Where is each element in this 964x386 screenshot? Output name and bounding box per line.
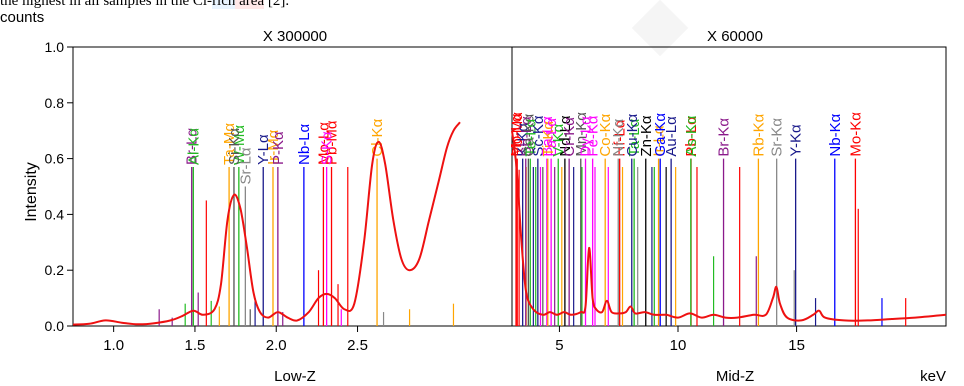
element-label-1-18: Ni-Kα: [610, 118, 627, 156]
element-label-0-3: W-Mα: [231, 125, 248, 165]
element-label-1-19: Ta-Lα: [626, 118, 643, 156]
element-label-0-2: Ta-Mα: [221, 123, 238, 165]
y-top-label: counts: [0, 9, 44, 26]
element-label-0-1: Al-Kα: [185, 128, 202, 165]
y-axis-label: Intensity: [23, 162, 40, 222]
x-tick-label-0-0: 1.0: [103, 337, 124, 354]
panel-label-low: Low-Z: [274, 368, 316, 385]
spectrum-curve-low-z: [72, 121, 461, 326]
x-units-label: keV: [920, 368, 946, 385]
element-label-1-5: Te-Lα: [522, 118, 539, 156]
element-label-0-10: Mo-Lα: [315, 122, 332, 165]
element-label-0-12: S-Kα: [319, 131, 336, 165]
x-tick-label-1-2: 15: [788, 337, 805, 354]
element-label-1-17: Hf-Lα: [612, 119, 629, 156]
spectrum-curve-mid-z: [511, 130, 947, 322]
element-label-1-15: Fe-Kα: [585, 115, 602, 157]
element-label-1-4: Ca-Kα: [520, 113, 537, 156]
element-label-1-0: Mo-Lα: [508, 113, 525, 156]
element-label-0-7: Ir-Mα: [265, 129, 282, 165]
element-label-1-27: Br-Kα: [716, 118, 733, 157]
element-label-0-11: Pb-Mα: [324, 120, 341, 165]
element-label-1-23: Ga-Kα: [652, 113, 669, 157]
element-label-1-7: Ba-Lα: [539, 116, 556, 157]
y-tick-label-1: 0.2: [45, 262, 65, 278]
element-label-0-0: Br-Lα: [184, 128, 201, 165]
element-label-0-8: P-Kα: [270, 131, 287, 165]
element-label-1-28: Rb-Kα: [750, 113, 767, 156]
plot-frame: [72, 46, 947, 327]
element-label-1-13: Mn-Kα: [573, 112, 590, 157]
element-label-1-2: K-Kα: [515, 123, 532, 157]
x-tick-label-1-0: 5: [555, 337, 563, 354]
scale-label-mid: X 60000: [707, 28, 763, 45]
element-label-1-31: Nb-Kα: [827, 113, 844, 156]
element-label-1-3: Sb-Lα: [518, 116, 535, 157]
y-tick-label-5: 1.0: [45, 39, 65, 55]
element-label-1-6: Sc-Kα: [530, 115, 547, 157]
scale-label-low: X 300000: [263, 28, 327, 45]
element-label-1-30: Y-Kα: [788, 124, 805, 157]
plot-area: 0.0 0.2 0.4 0.6 0.8 1.0 1.0 1.5 2.0 2.5 Br-LαAl-Kα…: [45, 39, 947, 354]
element-label-1-21: Zn-Kα: [638, 115, 655, 157]
element-label-1-20: Cu-Kα: [624, 113, 641, 156]
element-label-0-13: Cl-Kα: [369, 118, 386, 156]
element-label-1-24: Au-Lα: [663, 116, 680, 157]
caption-text: the highest in all samples in the Cl-ric…: [0, 0, 289, 10]
element-label-0-4: Si-Kα: [226, 128, 243, 165]
element-label-1-32: Mo-Kα: [847, 112, 864, 157]
element-label-1-26: As-Kα: [683, 115, 700, 157]
element-label-0-6: Y-Lα: [255, 134, 272, 165]
element-label-1-22: Ir-Lα: [651, 125, 668, 157]
element-label-1-25: Pb-Lα: [683, 116, 700, 157]
y-tick-label-4: 0.8: [45, 95, 65, 111]
caption-after: [2].: [264, 0, 290, 9]
caption-highlight-2: area: [235, 0, 265, 9]
element-label-1-12: Cr-Kα: [561, 117, 578, 157]
x-tick-label-0-2: 2.0: [266, 337, 287, 354]
element-label-1-10: V-Kα: [550, 123, 567, 156]
element-label-0-5: Sr-Lα: [237, 147, 254, 184]
element-label-1-8: Ti-Kα: [540, 121, 557, 157]
x-tick-label-1-1: 10: [670, 337, 687, 354]
element-label-1-29: Sr-Kα: [769, 118, 786, 157]
element-label-0-9: Nb-Lα: [296, 123, 313, 165]
caption-highlight-1: rich: [212, 0, 236, 9]
element-label-1-14: Dy-Lα: [578, 116, 595, 157]
element-label-1-11: Nd-Lα: [557, 115, 574, 157]
y-tick-label-0: 0.0: [45, 318, 65, 334]
y-tick-label-3: 0.6: [45, 151, 65, 167]
x-tick-label-0-3: 2.5: [347, 337, 368, 354]
panel-label-mid: Mid-Z: [716, 368, 754, 385]
y-tick-label-2: 0.4: [45, 206, 65, 222]
element-label-1-16: Co-Kα: [597, 113, 614, 156]
element-label-1-9: La-Lα: [543, 118, 560, 157]
caption-before: the highest in all samples in the Cl-: [0, 0, 213, 9]
x-tick-label-0-1: 1.5: [185, 337, 206, 354]
